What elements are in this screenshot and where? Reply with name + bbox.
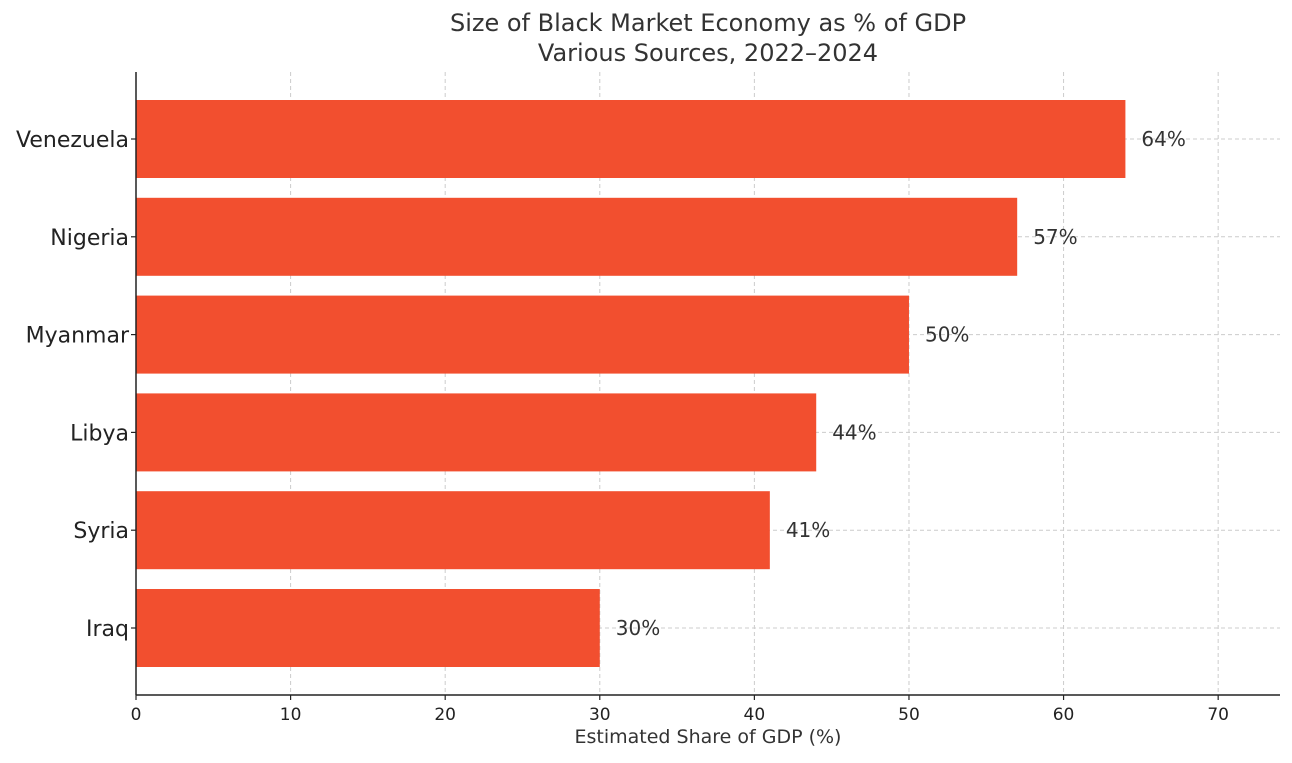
bars bbox=[136, 100, 1126, 667]
x-tick-label: 20 bbox=[434, 705, 456, 725]
x-tick-label: 10 bbox=[280, 705, 302, 725]
data-label: 64% bbox=[1141, 127, 1185, 151]
x-tick-label: 50 bbox=[898, 705, 920, 725]
axes: Venezuela Nigeria Myanmar Libya Syria Iraq 0 10… bbox=[16, 72, 1280, 725]
data-label: 44% bbox=[832, 420, 876, 444]
x-axis-title: Estimated Share of GDP (%) bbox=[575, 726, 842, 748]
y-tick-label: Nigeria bbox=[50, 226, 129, 251]
bar-myanmar bbox=[136, 295, 909, 374]
chart-title: Size of Black Market Economy as % of GDP bbox=[450, 9, 966, 37]
y-tick-label: Venezuela bbox=[16, 128, 129, 153]
y-tick-label: Myanmar bbox=[26, 324, 130, 349]
data-label: 30% bbox=[616, 616, 660, 640]
y-tick-label: Syria bbox=[73, 519, 129, 544]
data-label: 41% bbox=[786, 518, 830, 542]
y-tick-label: Libya bbox=[70, 421, 129, 446]
y-tick-label: Iraq bbox=[86, 617, 129, 642]
bar-nigeria bbox=[136, 197, 1018, 276]
chart-subtitle: Various Sources, 2022–2024 bbox=[538, 39, 878, 67]
data-label: 50% bbox=[925, 323, 969, 347]
x-tick-label: 60 bbox=[1053, 705, 1075, 725]
x-tick-label: 70 bbox=[1207, 705, 1229, 725]
data-labels: 64% 57% 50% 44% 41% 30% bbox=[616, 127, 1186, 640]
x-tick-label: 40 bbox=[744, 705, 766, 725]
x-tick-label: 30 bbox=[589, 705, 611, 725]
bar-libya bbox=[136, 393, 817, 472]
data-label: 57% bbox=[1033, 225, 1077, 249]
bar-iraq bbox=[136, 589, 600, 667]
bar-syria bbox=[136, 491, 770, 570]
x-tick-label: 0 bbox=[131, 705, 142, 725]
bar-venezuela bbox=[136, 100, 1126, 178]
